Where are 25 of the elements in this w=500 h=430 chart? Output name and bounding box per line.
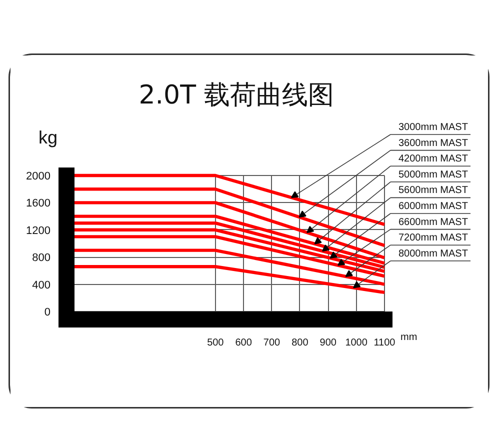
text: 5000mm MAST — [398, 169, 468, 180]
y-tick-label: 1600 — [26, 198, 51, 210]
text: 3600mm MAST — [398, 138, 468, 149]
chart-title: 2.0T 载荷曲线图 — [138, 80, 334, 110]
text: 7200mm MAST — [398, 232, 468, 244]
x-tick-label: 900 — [320, 338, 337, 348]
text: 3000mm MAST — [398, 122, 468, 133]
x-tick-label: 600 — [235, 338, 252, 348]
text: 6000mm MAST — [398, 201, 468, 212]
text: 5600mm MAST — [398, 185, 468, 196]
y-tick-label: 2000 — [26, 170, 51, 182]
y-tick-label: 1200 — [26, 224, 51, 237]
x-tick-label: 500 — [207, 338, 224, 348]
text: 6600mm MAST — [398, 216, 468, 228]
text: 8000mm MAST — [398, 248, 468, 260]
x-tick-label: 700 — [263, 338, 281, 348]
y-tick-label: 400 — [32, 279, 51, 292]
x-tick-label: 1100 — [374, 338, 396, 348]
text: 4200mm MAST — [398, 154, 468, 165]
y-axis-title: kg — [38, 128, 58, 148]
y-tick-label: 800 — [32, 252, 51, 264]
x-tick-label: 1000 — [345, 338, 368, 348]
y-tick-label: 0 — [44, 306, 51, 318]
x-axis-title: mm — [400, 332, 418, 343]
x-tick-label: 800 — [292, 338, 309, 348]
